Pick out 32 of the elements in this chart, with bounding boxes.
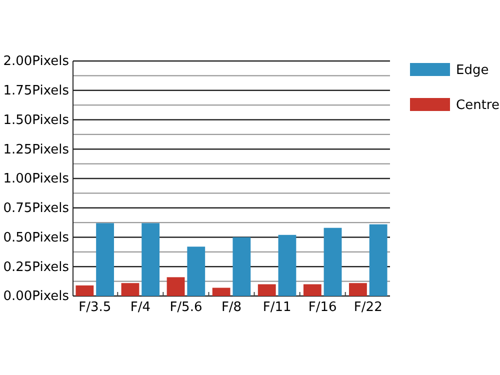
bar bbox=[142, 223, 160, 296]
y-tick-label: 1.75Pixels bbox=[3, 84, 70, 99]
bar bbox=[303, 284, 322, 296]
x-tick-label: F/5.6 bbox=[170, 300, 202, 316]
y-tick-label: 0.50Pixels bbox=[3, 230, 70, 246]
bar bbox=[232, 237, 251, 296]
bar bbox=[258, 284, 276, 296]
x-tick-label: F/22 bbox=[354, 300, 382, 316]
bar bbox=[76, 285, 94, 296]
legend-label: Edge bbox=[456, 63, 489, 78]
bar bbox=[166, 277, 185, 296]
bar bbox=[96, 223, 114, 296]
legend-label: Centre bbox=[456, 98, 500, 113]
bar bbox=[369, 224, 388, 296]
x-tick-label: F/16 bbox=[308, 300, 337, 316]
y-tick-label: 1.50Pixels bbox=[3, 112, 70, 128]
bar bbox=[324, 228, 342, 296]
bar bbox=[212, 288, 230, 296]
bar bbox=[278, 234, 296, 296]
y-tick-label: 1.00Pixels bbox=[3, 172, 70, 187]
x-tick-label: F/11 bbox=[262, 300, 292, 316]
y-tick-label: 0.75Pixels bbox=[3, 201, 70, 216]
y-tick-label: 2.00Pixels bbox=[3, 54, 70, 70]
bar bbox=[121, 283, 140, 296]
y-tick-label: 0.00Pixels bbox=[3, 289, 70, 304]
bar bbox=[349, 283, 367, 296]
x-tick-label: F/8 bbox=[221, 300, 242, 316]
x-tick-label: F/3.5 bbox=[78, 300, 112, 316]
y-tick-label: 1.25Pixels bbox=[3, 142, 70, 158]
y-tick-label: 0.25Pixels bbox=[3, 260, 70, 275]
bar bbox=[187, 246, 206, 296]
x-tick-label: F/4 bbox=[130, 300, 150, 316]
